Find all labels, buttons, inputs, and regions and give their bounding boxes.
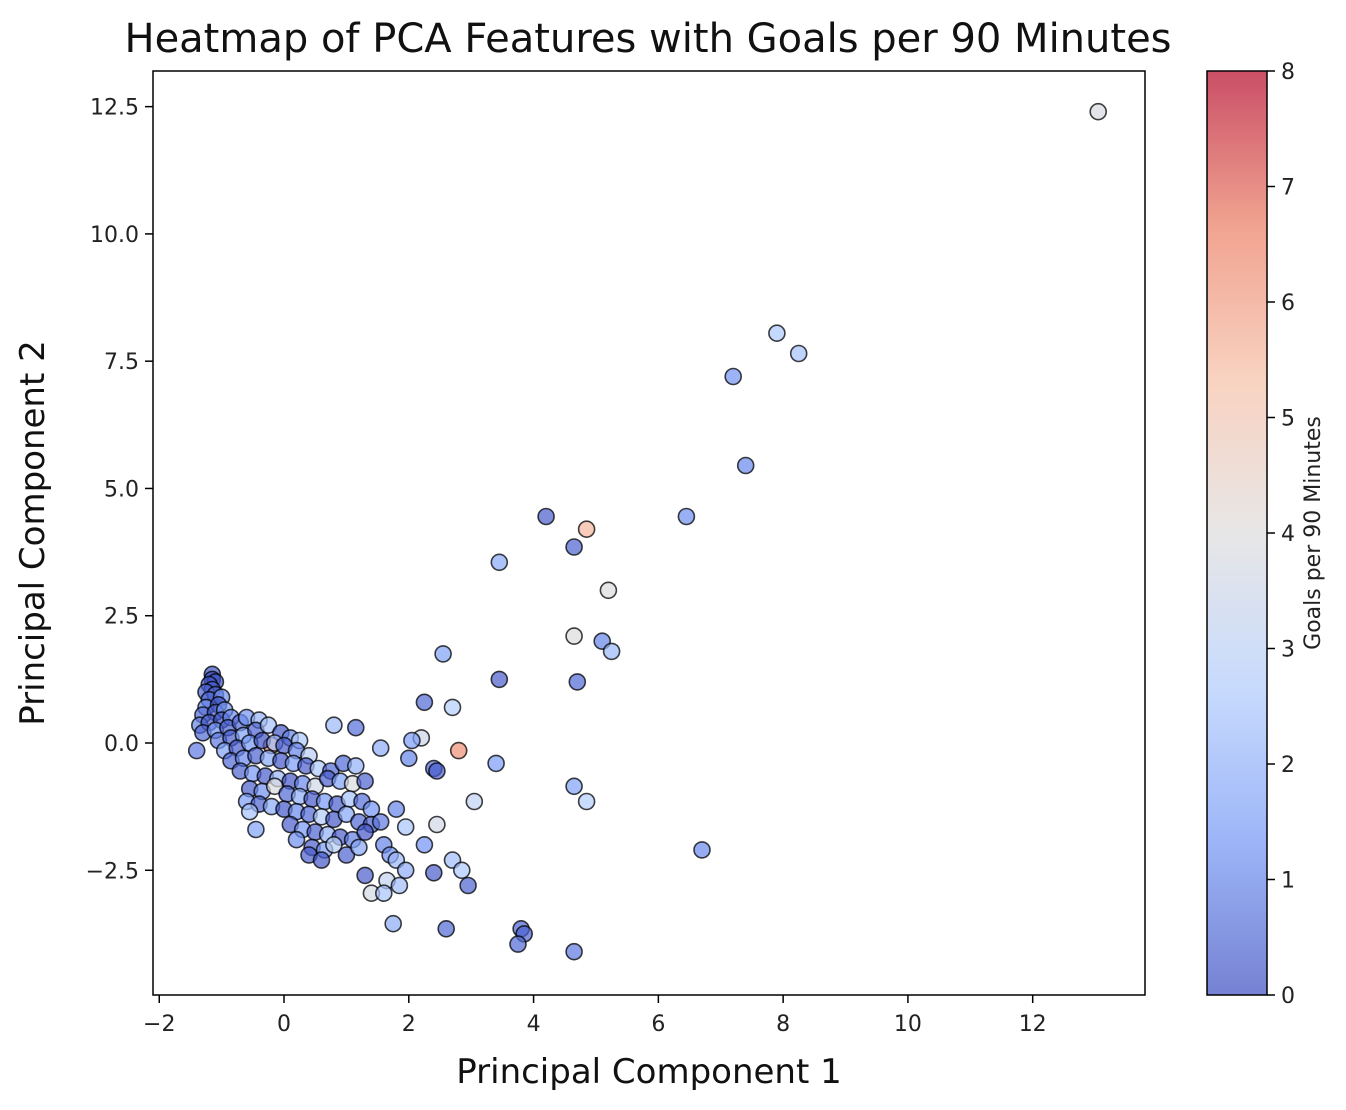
colorbar-label: Goals per 90 Minutes [1301,416,1326,650]
data-point [399,749,418,768]
data-point [387,800,406,819]
data-point [434,645,452,663]
data-point [415,835,434,854]
x-tick-label: 10 [894,1012,922,1037]
data-point [487,754,505,773]
data-point [415,693,434,712]
data-point [356,823,374,841]
data-point [602,642,621,661]
data-point [187,741,206,760]
chart-title: Heatmap of PCA Features with Goals per 9… [124,16,1171,62]
data-point [599,581,618,600]
colorbar-ticks: 0 1 2 3 4 5 6 7 8 [1267,60,1295,1009]
data-point [577,792,596,811]
data-point [247,820,265,839]
data-point [443,698,462,717]
data-point [325,835,343,854]
data-point [428,762,446,780]
data-point [259,716,278,735]
data-point [565,627,583,645]
data-point [568,673,587,691]
x-tick-label: −2 [143,1012,175,1037]
colorbar-tick-label: 5 [1281,407,1295,432]
x-tick-label: 8 [776,1012,790,1037]
colorbar-tick-label: 7 [1281,176,1295,201]
data-point [490,670,509,689]
y-tick-label: 12.5 [90,96,139,121]
colorbar-gradient [1207,71,1267,995]
data-point [465,792,484,811]
data-point [403,731,421,750]
data-point [240,802,259,821]
data-point [312,851,331,869]
colorbar: 0 1 2 3 4 5 6 7 8 Goals per 90 Minutes [1206,60,1326,1009]
x-tick-label: 4 [527,1012,541,1037]
data-point [337,846,356,864]
data-point [346,757,365,775]
x-tick-label: 6 [651,1012,665,1037]
data-point [356,866,374,885]
data-point [424,863,443,882]
data-point [565,942,583,961]
y-tick-label: −2.5 [86,859,139,884]
data-point [577,520,596,539]
data-point [693,841,711,859]
data-point [724,367,743,386]
y-tick-label: 7.5 [104,350,139,375]
y-tick-label: 0.0 [104,732,139,757]
data-point [452,861,471,880]
colorbar-tick-label: 3 [1281,638,1295,663]
data-point [325,716,343,735]
y-axis-label: Principal Component 2 [13,340,53,726]
colorbar-tick-label: 0 [1281,984,1295,1009]
colorbar-tick-label: 8 [1281,60,1295,85]
x-tick-label: 12 [1019,1012,1047,1037]
colorbar-tick-label: 4 [1281,522,1295,547]
x-axis-label: Principal Component 1 [456,1052,842,1092]
data-point [390,876,409,895]
x-tick-label: 0 [277,1012,291,1037]
data-point [449,741,468,760]
data-point [384,914,403,933]
data-point [371,813,390,831]
data-point [677,507,696,526]
data-point [490,553,509,572]
data-point [565,777,583,796]
data-point [371,739,390,757]
y-tick-label: 10.0 [90,223,139,248]
data-point [437,919,456,938]
data-point [537,507,555,526]
x-axis: −2 0 2 4 6 8 10 12 [143,995,1047,1037]
colorbar-tick-label: 6 [1281,291,1295,316]
plot-frame [152,70,1146,996]
data-point [768,324,786,343]
data-point [396,861,415,880]
colorbar-tick-label: 2 [1281,753,1295,778]
data-point [1089,102,1107,121]
y-axis: −2.5 0.0 2.5 5.0 7.5 10.0 12.5 [86,96,153,884]
data-point [374,884,393,903]
y-tick-label: 5.0 [104,477,139,502]
data-point [736,456,755,475]
data-point [287,830,306,849]
data-point [337,805,356,824]
colorbar-tick-label: 1 [1281,869,1295,894]
data-point [346,718,365,737]
data-point [565,538,583,556]
y-tick-label: 2.5 [104,605,139,630]
data-point [396,818,415,836]
data-point [509,935,527,953]
data-point [789,344,808,363]
data-point [356,772,374,791]
data-point [459,876,477,895]
data-point [428,815,446,834]
data-point [350,838,368,857]
data-points [187,102,1107,961]
x-tick-label: 2 [402,1012,416,1037]
